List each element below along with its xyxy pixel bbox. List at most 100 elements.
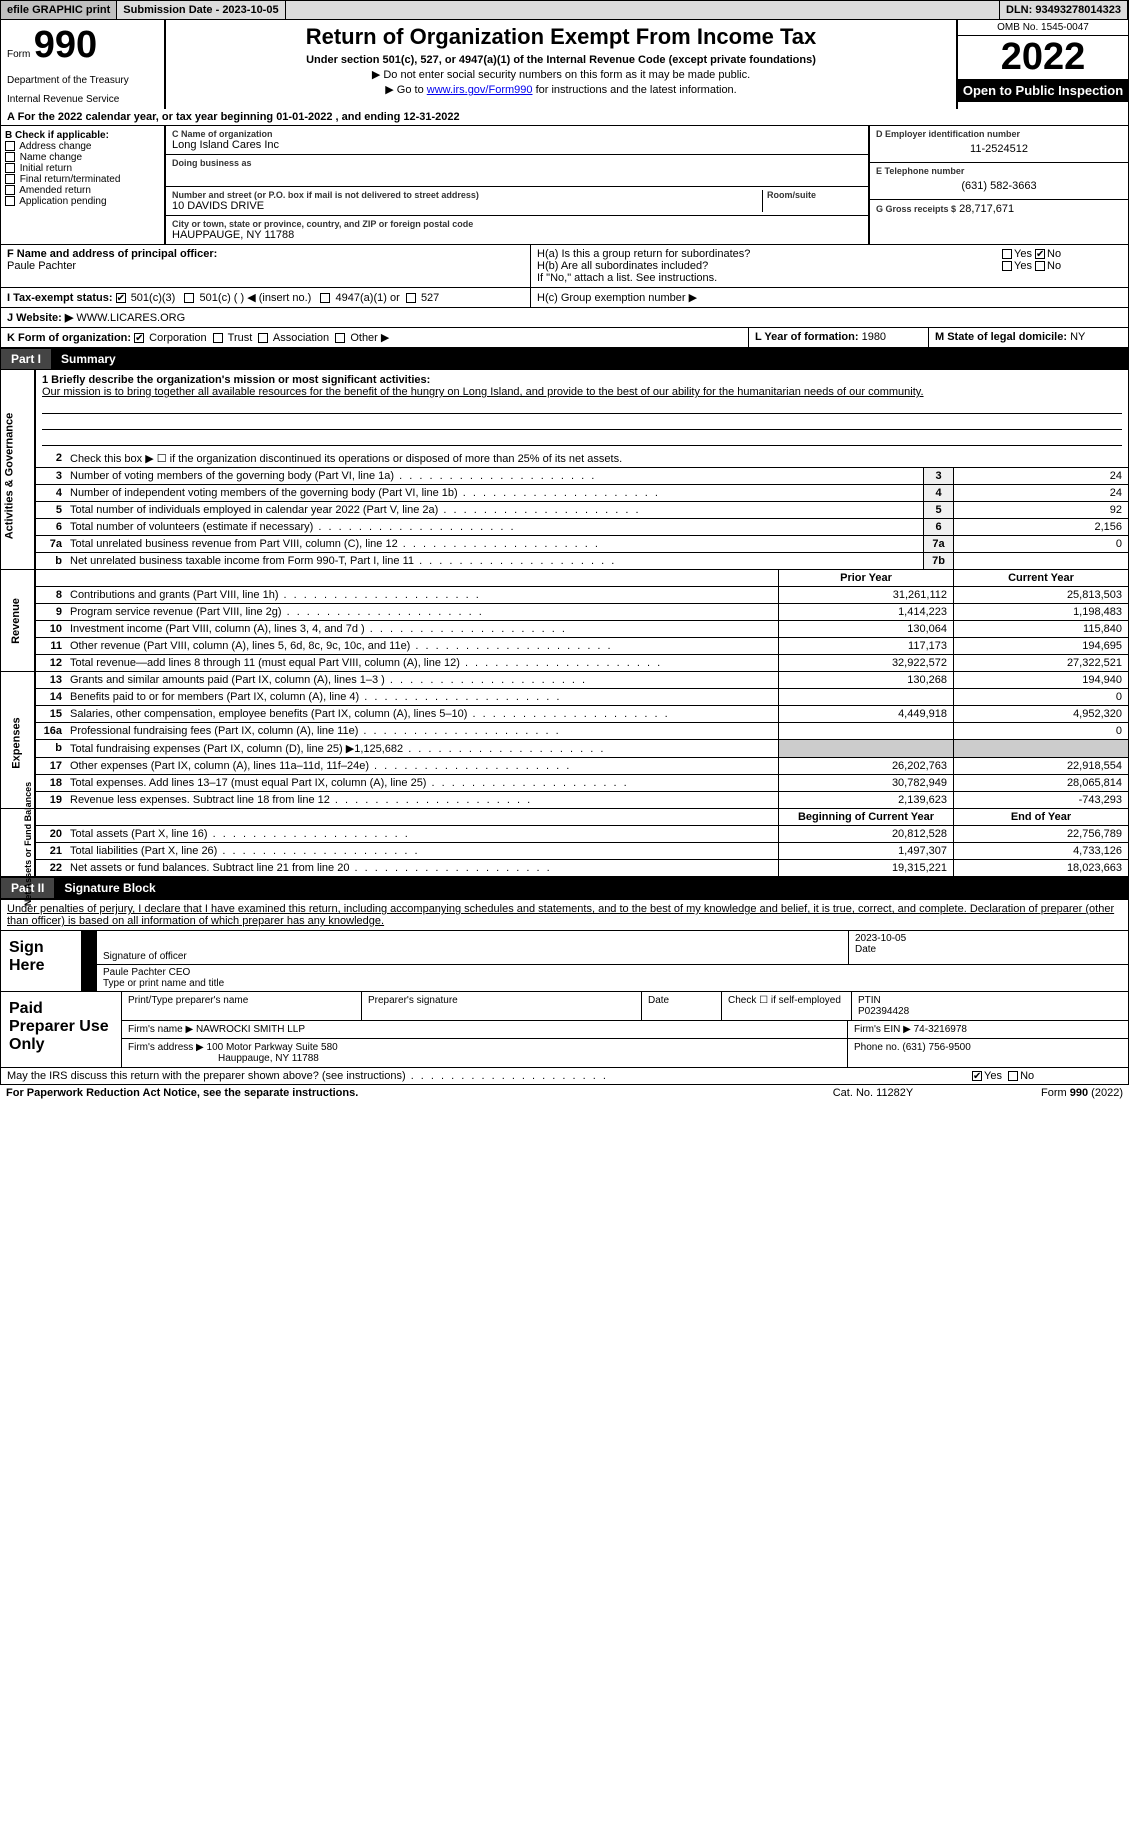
part1-activities-gov: Activities & Governance 1 Briefly descri… (0, 370, 1129, 570)
tax-year: 2022 (958, 36, 1128, 79)
cat-number: Cat. No. 11282Y (773, 1087, 973, 1099)
street-address: 10 DAVIDS DRIVE (172, 200, 762, 212)
side-activities: Activities & Governance (3, 413, 15, 540)
4947-label: 4947(a)(1) or (336, 292, 400, 304)
signature-declaration: Under penalties of perjury, I declare th… (0, 899, 1129, 931)
sig-date: 2023-10-05 (855, 933, 1122, 944)
ha-yes-check[interactable] (1002, 249, 1012, 259)
501c3-check[interactable] (116, 293, 126, 303)
submission-date: Submission Date - 2023-10-05 (117, 1, 285, 19)
omb-number: OMB No. 1545-0047 (958, 20, 1128, 36)
discuss-text: May the IRS discuss this return with the… (7, 1070, 972, 1082)
trust-check[interactable] (213, 333, 223, 343)
checkbox-name-change[interactable]: Name change (5, 152, 160, 163)
prior-year-header: Prior Year (778, 570, 953, 586)
city-label: City or town, state or province, country… (172, 219, 862, 229)
yes-label: Yes (984, 1070, 1002, 1082)
tel-value: (631) 582-3663 (876, 176, 1122, 196)
discuss-no-check[interactable] (1008, 1071, 1018, 1081)
website-value: WWW.LICARES.ORG (76, 312, 185, 324)
col-c: C Name of organization Long Island Cares… (166, 126, 868, 244)
mission-label: 1 Briefly describe the organization's mi… (42, 374, 1122, 386)
checkbox-final-return-terminated[interactable]: Final return/terminated (5, 174, 160, 185)
prep-date-label: Date (642, 992, 722, 1020)
col-b: B Check if applicable: Address change Na… (1, 126, 166, 244)
row-i-status: I Tax-exempt status: 501(c)(3) 501(c) ( … (0, 288, 1129, 308)
summary-row-13: 13Grants and similar amounts paid (Part … (36, 672, 1128, 689)
hb-yes-check[interactable] (1002, 261, 1012, 271)
summary-row-10: 10Investment income (Part VIII, column (… (36, 621, 1128, 638)
phone-value: (631) 756-9500 (902, 1042, 970, 1053)
form-header: Form 990 Department of the Treasury Inte… (0, 20, 1129, 109)
city-state-zip: HAUPPAUGE, NY 11788 (172, 229, 862, 241)
summary-row-14: 14Benefits paid to or for members (Part … (36, 689, 1128, 706)
checkbox-initial-return[interactable]: Initial return (5, 163, 160, 174)
summary-row-17: 17Other expenses (Part IX, column (A), l… (36, 758, 1128, 775)
corp-check[interactable] (134, 333, 144, 343)
firm-addr2: Hauppauge, NY 11788 (218, 1053, 319, 1064)
gross-value: 28,717,671 (959, 203, 1014, 215)
self-employed-check[interactable]: Check ☐ if self-employed (722, 992, 852, 1020)
block-bcd: B Check if applicable: Address change Na… (0, 126, 1129, 245)
arrow-icon (82, 931, 97, 964)
irs-discuss-row: May the IRS discuss this return with the… (0, 1068, 1129, 1085)
ha-no-check[interactable] (1035, 249, 1045, 259)
side-expenses: Expenses (11, 717, 23, 768)
room-label: Room/suite (767, 190, 862, 200)
discuss-yes-check[interactable] (972, 1071, 982, 1081)
top-bar: efile GRAPHIC print Submission Date - 20… (0, 0, 1129, 20)
527-label: 527 (421, 292, 439, 304)
officer-printed-name: Paule Pachter CEO (103, 967, 1122, 978)
hc-label: H(c) Group exemption number ▶ (531, 288, 1128, 307)
row-k: K Form of organization: Corporation Trus… (0, 328, 1129, 348)
summary-row-15: 15Salaries, other compensation, employee… (36, 706, 1128, 723)
sig-date-label: Date (855, 944, 1122, 955)
prep-name-label: Print/Type preparer's name (122, 992, 362, 1020)
website-label: J Website: ▶ (7, 312, 73, 324)
instr-post: for instructions and the latest informat… (533, 84, 737, 96)
mission-text: Our mission is to bring together all ava… (42, 386, 1122, 398)
checkbox-amended-return[interactable]: Amended return (5, 185, 160, 196)
instr-goto: ▶ Go to www.irs.gov/Form990 for instruct… (174, 83, 948, 96)
other-check[interactable] (335, 333, 345, 343)
checkbox-address-change[interactable]: Address change (5, 141, 160, 152)
summary-row-18: 18Total expenses. Add lines 13–17 (must … (36, 775, 1128, 792)
summary-row-8: 8Contributions and grants (Part VIII, li… (36, 587, 1128, 604)
checkbox-application-pending[interactable]: Application pending (5, 196, 160, 207)
firm-addr: 100 Motor Parkway Suite 580 (207, 1042, 338, 1053)
part2-title: Signature Block (54, 878, 165, 898)
part1-title: Summary (51, 349, 126, 369)
state-domicile-label: M State of legal domicile: (935, 331, 1067, 343)
4947-check[interactable] (320, 293, 330, 303)
summary-row-11: 11Other revenue (Part VIII, column (A), … (36, 638, 1128, 655)
gross-label: G Gross receipts $ (876, 204, 956, 214)
tel-label: E Telephone number (876, 166, 1122, 176)
summary-row-7b: bNet unrelated business taxable income f… (36, 553, 1128, 569)
name-title-label: Type or print name and title (103, 978, 1122, 989)
part1-revenue: Revenue Prior YearCurrent Year 8Contribu… (0, 570, 1129, 672)
hb-label: H(b) Are all subordinates included? (537, 260, 1002, 272)
sign-here-block: Sign Here Signature of officer 2023-10-0… (0, 931, 1129, 992)
line2-text: Check this box ▶ ☐ if the organization d… (66, 450, 1128, 467)
corp-label: Corporation (149, 332, 206, 344)
begin-year-header: Beginning of Current Year (778, 809, 953, 825)
firm-ein-label: Firm's EIN ▶ (854, 1024, 911, 1035)
hb-no-check[interactable] (1035, 261, 1045, 271)
current-year-header: Current Year (953, 570, 1128, 586)
instr-pre: ▶ Go to (385, 84, 426, 96)
col-b-header: B Check if applicable: (5, 130, 160, 141)
ptin-value: P02394428 (858, 1006, 1122, 1017)
sign-here-label: Sign Here (1, 931, 81, 991)
part1-netassets: Net Assets or Fund Balances Beginning of… (0, 809, 1129, 877)
efile-print[interactable]: efile GRAPHIC print (1, 1, 117, 19)
assoc-check[interactable] (258, 333, 268, 343)
sig-officer-label: Signature of officer (103, 951, 842, 962)
527-check[interactable] (406, 293, 416, 303)
501c-check[interactable] (184, 293, 194, 303)
org-name: Long Island Cares Inc (172, 139, 862, 151)
form-org-label: K Form of organization: (7, 332, 131, 344)
paid-preparer-block: Paid Preparer Use Only Print/Type prepar… (0, 992, 1129, 1068)
summary-row-6: 6Total number of volunteers (estimate if… (36, 519, 1128, 536)
row-fh: F Name and address of principal officer:… (0, 245, 1129, 288)
irs-link[interactable]: www.irs.gov/Form990 (427, 84, 533, 96)
